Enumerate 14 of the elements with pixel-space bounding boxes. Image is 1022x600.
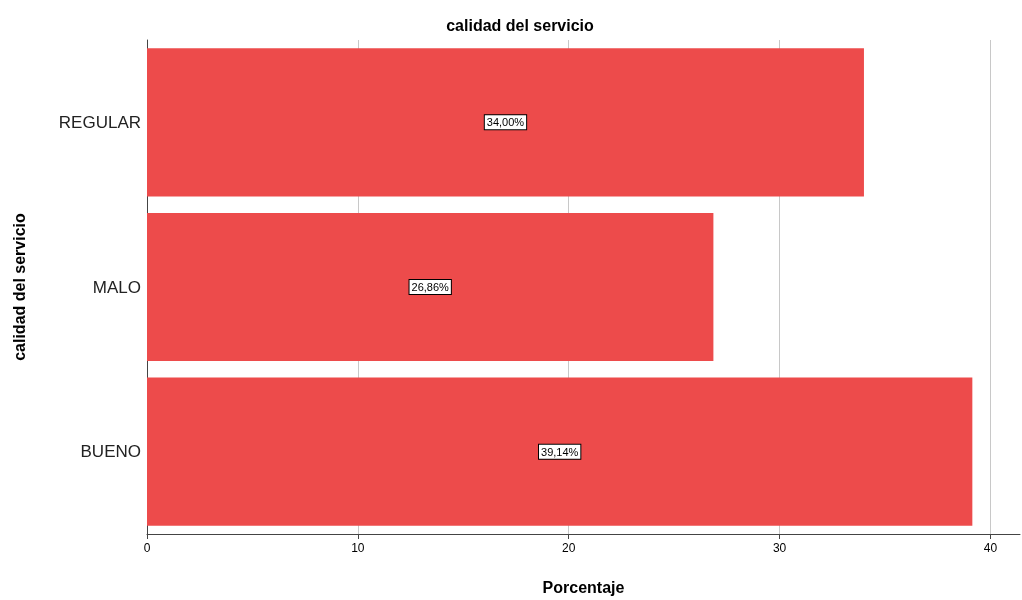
data-label: 39,14% [541,445,579,458]
data-label: 26,86% [411,281,450,293]
x-tick-label: 0 [143,541,151,555]
x-tick-label: 20 [562,541,576,555]
y-axis-title: calidad del servicio [10,212,28,361]
y-tick-label: REGULAR [58,112,141,132]
x-tick-label: 10 [351,541,365,555]
y-tick-label: MALO [92,277,141,297]
y-tick-label: BUENO [80,442,141,462]
x-tick-label: 30 [772,541,787,555]
chart-title: calidad del servicio [446,16,595,34]
x-tick-label: 40 [983,541,998,555]
data-label: 34,00% [486,116,525,129]
x-axis-title: Porcentaje [542,578,625,596]
